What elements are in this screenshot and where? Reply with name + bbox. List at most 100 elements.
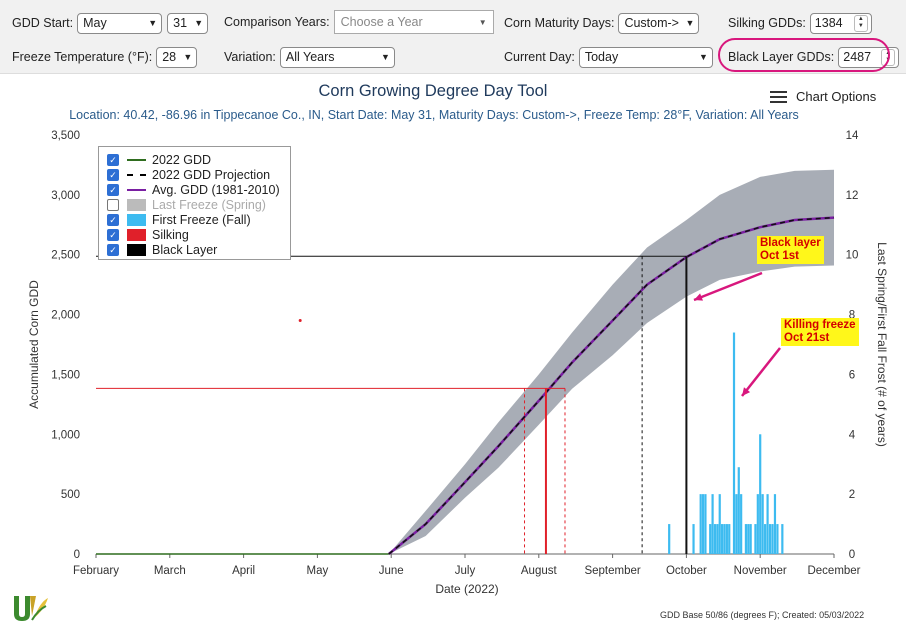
first-freeze-bar [766,494,769,554]
x-tick-label: August [521,565,558,577]
y-tick-label: 1,000 [51,429,80,441]
y-tick-label: 3,500 [51,130,80,142]
first-freeze-bar [699,494,702,554]
y2-tick-label: 4 [849,429,856,441]
black-layer-gdds-value: 2487 [843,50,872,64]
checkbox-icon[interactable]: ✓ [107,228,119,241]
silking-gdds-label: Silking GDDs: [728,16,806,30]
legend-swatch [127,159,146,161]
checkbox-icon[interactable] [107,198,119,211]
silking-gdds-value: 1384 [814,16,843,30]
legend-item[interactable]: ✓ 2022 GDD [107,152,290,167]
legend-swatch [127,213,146,226]
checkbox-icon[interactable]: ✓ [107,183,119,196]
black-layer-callout-text: Black layer Oct 1st [760,237,821,262]
legend-label: Avg. GDD (1981-2010) [152,182,280,197]
first-freeze-bar [747,524,750,554]
chevron-down-icon: ▼ [685,18,695,28]
first-freeze-bar [725,524,728,554]
first-freeze-bar [723,524,726,554]
freeze-temp-label: Freeze Temperature (°F): [12,50,153,64]
silking-gdds-control: Silking GDDs: 1384 ▲ ▼ [728,12,872,34]
checkbox-icon[interactable]: ✓ [107,243,119,256]
stepper-icon[interactable]: ▲ ▼ [853,14,868,32]
maturity-days-select[interactable]: Custom-> ▼ [618,12,700,34]
first-freeze-bar [711,494,714,554]
x-tick-label: September [584,565,640,577]
maturity-days-label: Corn Maturity Days: [504,16,615,30]
first-freeze-bar [749,524,752,554]
maturity-days-value: Custom-> [624,16,679,30]
y2-tick-label: 14 [846,130,859,142]
x-tick-label: November [734,565,787,577]
first-freeze-bar [768,524,772,554]
maturity-days-control: Corn Maturity Days: Custom-> ▼ [504,12,700,34]
first-freeze-bar [704,494,707,554]
legend-item[interactable]: Last Freeze (Spring) [107,197,290,212]
variation-value: All Years [285,50,335,64]
gdd-start-label: GDD Start: [12,16,74,30]
y2-tick-label: 12 [846,190,859,202]
chart-area: 0 500 1,000 1,500 2,000 2,500 3,000 3,500 0 2 4 6 8 1… [0,74,906,631]
freeze-temp-select[interactable]: 28 ▼ [156,46,198,68]
legend-swatch [127,228,146,241]
chart-subtitle: Location: 40.42, -86.96 in Tippecanoe Co… [69,108,799,122]
x-tick-label: October [666,565,707,577]
avg-gdd-line [388,216,835,555]
black-layer-gdds-input[interactable]: 2487 ▲ ▼ [838,46,900,68]
first-freeze-bar [744,524,748,554]
x-tick-label: May [307,565,329,577]
gdd-start-control: GDD Start: May ▼ 31 ▼ [12,12,209,34]
legend-item[interactable]: ✓ Avg. GDD (1981-2010) [107,182,290,197]
variation-label: Variation: [224,50,276,64]
gdd-start-day-select[interactable]: 31 ▼ [167,12,209,34]
legend-swatch [127,243,146,256]
y2-tick-label: 8 [849,310,855,322]
legend-item[interactable]: ✓ 2022 GDD Projection [107,167,290,182]
legend-item[interactable]: ✓ First Freeze (Fall) [107,212,290,227]
comparison-years-input[interactable]: Choose a Year ▼ [333,10,494,34]
first-freeze-bar [771,524,774,554]
black-layer-arrow-head [694,293,703,301]
purdue-logo [14,596,48,621]
y-tick-label: 2,500 [51,250,80,262]
legend-label: Last Freeze (Spring) [152,197,266,212]
legend-swatch [127,189,146,191]
current-day-select[interactable]: Today ▼ [578,46,713,68]
legend-item[interactable]: ✓ Black Layer [107,242,290,257]
first-freeze-bar [668,524,671,554]
y2-tick-label: 0 [849,549,855,561]
first-freeze-bar [728,524,731,554]
stepper-icon[interactable]: ▲ ▼ [881,48,896,66]
gdd-start-month-value: May [83,16,107,30]
y-tick-label: 1,500 [51,369,80,381]
first-freeze-bar [740,494,743,554]
legend-label: Silking [152,227,189,242]
control-panel: GDD Start: May ▼ 31 ▼ Comparison Years: Ch… [0,0,906,74]
gdd-start-month-select[interactable]: May ▼ [77,12,163,34]
checkbox-icon[interactable]: ✓ [107,168,119,181]
chevron-down-icon: ▼ [183,52,193,62]
y2-tick-label: 10 [846,250,859,262]
x-tick-label: March [154,565,186,577]
comparison-years-label: Comparison Years: [224,15,330,29]
chart-options-button[interactable]: Chart Options [770,88,876,106]
first-freeze-bar [692,524,695,554]
first-freeze-bar [776,524,779,554]
legend-swatch [127,198,146,211]
first-freeze-bar [701,494,705,554]
x-tick-label: December [807,565,860,577]
checkbox-icon[interactable]: ✓ [107,213,119,226]
variation-select[interactable]: All Years ▼ [279,46,395,68]
silking-gdds-input[interactable]: 1384 ▲ ▼ [809,12,872,34]
y2-tick-label: 6 [849,369,855,381]
checkbox-icon[interactable]: ✓ [107,153,119,166]
black-layer-gdds-label: Black Layer GDDs: [728,50,835,64]
first-freeze-bar [737,467,740,554]
legend-item[interactable]: ✓ Silking [107,227,290,242]
legend-label: 2022 GDD Projection [152,167,271,182]
y-tick-label: 500 [61,489,80,501]
x-tick-label: June [379,565,404,577]
chart-footer: GDD Base 50/86 (degrees F); Created: 05/… [660,610,865,620]
gdd-start-day-value: 31 [173,16,188,30]
